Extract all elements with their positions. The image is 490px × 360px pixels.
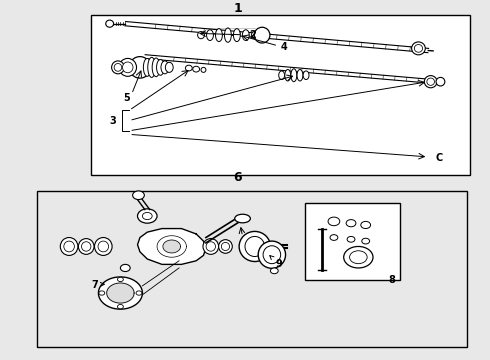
Ellipse shape <box>152 58 160 77</box>
Ellipse shape <box>143 212 152 220</box>
Ellipse shape <box>138 209 157 223</box>
Ellipse shape <box>415 45 422 52</box>
Text: 8: 8 <box>388 275 395 285</box>
Ellipse shape <box>185 65 192 71</box>
Ellipse shape <box>362 238 369 244</box>
Ellipse shape <box>122 62 133 73</box>
Ellipse shape <box>263 246 281 264</box>
Ellipse shape <box>78 239 94 255</box>
Text: 6: 6 <box>233 171 242 184</box>
Ellipse shape <box>98 241 109 252</box>
Ellipse shape <box>243 30 249 40</box>
Text: 1: 1 <box>233 3 242 15</box>
Ellipse shape <box>224 28 231 42</box>
Ellipse shape <box>349 251 367 264</box>
Ellipse shape <box>235 214 250 223</box>
Ellipse shape <box>436 77 445 86</box>
Ellipse shape <box>206 242 216 251</box>
Ellipse shape <box>207 30 214 40</box>
Ellipse shape <box>95 238 112 256</box>
Ellipse shape <box>112 61 124 74</box>
Ellipse shape <box>285 69 291 81</box>
Ellipse shape <box>258 241 286 268</box>
Ellipse shape <box>119 58 137 76</box>
Ellipse shape <box>251 32 258 39</box>
Ellipse shape <box>291 69 297 82</box>
Polygon shape <box>98 277 143 309</box>
Bar <box>37 191 467 347</box>
Ellipse shape <box>121 264 130 271</box>
Ellipse shape <box>233 29 240 41</box>
Polygon shape <box>107 283 134 303</box>
Ellipse shape <box>254 27 270 43</box>
Ellipse shape <box>343 247 373 268</box>
Ellipse shape <box>270 268 278 274</box>
Ellipse shape <box>64 241 74 252</box>
Ellipse shape <box>412 42 425 55</box>
Ellipse shape <box>361 221 370 229</box>
Bar <box>91 15 470 175</box>
Polygon shape <box>138 229 206 264</box>
Ellipse shape <box>193 66 199 72</box>
Ellipse shape <box>346 220 356 227</box>
Text: 5: 5 <box>123 93 130 103</box>
Text: 7: 7 <box>91 280 104 290</box>
Text: 9: 9 <box>270 256 282 269</box>
Ellipse shape <box>136 291 142 295</box>
Ellipse shape <box>424 76 437 88</box>
Polygon shape <box>125 22 429 53</box>
Ellipse shape <box>99 291 105 295</box>
Text: 2: 2 <box>249 31 256 40</box>
Ellipse shape <box>328 217 340 226</box>
Text: C: C <box>436 153 443 163</box>
Polygon shape <box>145 55 436 84</box>
Ellipse shape <box>330 235 338 240</box>
Ellipse shape <box>118 305 123 309</box>
Ellipse shape <box>245 237 265 256</box>
Ellipse shape <box>81 242 91 251</box>
Ellipse shape <box>114 63 122 71</box>
Ellipse shape <box>197 32 204 39</box>
Text: 3: 3 <box>110 116 117 126</box>
Ellipse shape <box>157 59 164 75</box>
Text: 4: 4 <box>280 42 287 51</box>
Ellipse shape <box>60 238 78 256</box>
Ellipse shape <box>165 62 173 72</box>
Ellipse shape <box>144 58 151 76</box>
Ellipse shape <box>203 239 219 255</box>
Ellipse shape <box>219 240 232 253</box>
Ellipse shape <box>201 67 206 72</box>
Ellipse shape <box>347 237 355 242</box>
Ellipse shape <box>106 20 114 27</box>
Ellipse shape <box>297 69 303 81</box>
Ellipse shape <box>216 29 222 41</box>
Ellipse shape <box>118 277 123 282</box>
Ellipse shape <box>239 231 270 261</box>
Ellipse shape <box>161 61 169 74</box>
Ellipse shape <box>279 71 285 80</box>
Ellipse shape <box>133 191 145 199</box>
Ellipse shape <box>148 57 156 77</box>
Bar <box>305 203 400 280</box>
Ellipse shape <box>427 78 435 85</box>
Ellipse shape <box>129 57 151 78</box>
Ellipse shape <box>303 71 309 80</box>
Polygon shape <box>163 240 180 253</box>
Ellipse shape <box>221 242 229 251</box>
